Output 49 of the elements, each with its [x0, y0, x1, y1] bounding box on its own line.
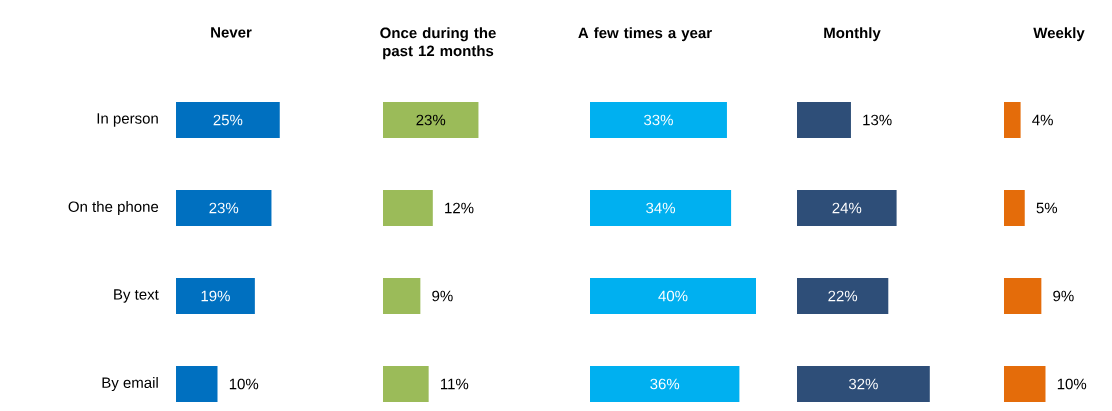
data-label: 5%: [1036, 202, 1058, 214]
chart-title: Monthly: [824, 27, 881, 42]
data-label: 10%: [1057, 378, 1087, 390]
bar: [383, 365, 429, 402]
data-label: 9%: [1053, 290, 1074, 302]
bar: [797, 365, 930, 402]
data-label: 12%: [445, 202, 474, 214]
data-label: 9%: [432, 290, 453, 302]
data-label: 33%: [644, 114, 673, 126]
bar: [176, 365, 218, 402]
bar: [383, 277, 421, 314]
data-label: 23%: [209, 202, 239, 214]
data-label: 10%: [229, 378, 259, 390]
data-label: 32%: [848, 378, 878, 390]
data-label: 23%: [416, 114, 446, 126]
bar: [590, 101, 727, 138]
data-label: 11%: [441, 378, 469, 390]
y-tick-label: By email: [102, 376, 158, 391]
data-label: 19%: [201, 290, 230, 302]
chart-title: A few times a year: [578, 27, 712, 42]
bar: [797, 101, 851, 138]
bar: [590, 365, 740, 402]
data-label: 24%: [832, 202, 862, 214]
data-label: 40%: [658, 290, 688, 302]
bar: [797, 277, 889, 314]
bar: [590, 277, 756, 314]
y-tick-label: On the phone: [68, 201, 159, 215]
data-label: 22%: [828, 290, 858, 302]
y-tick-label: By text: [114, 289, 159, 303]
bar: [383, 189, 433, 226]
bar: [1004, 277, 1042, 314]
bar: [176, 101, 280, 138]
bar: [176, 277, 255, 314]
chart-title: Weekly: [1033, 27, 1085, 42]
bar: [1004, 365, 1046, 402]
data-label: 25%: [213, 114, 243, 126]
bar: [176, 189, 272, 226]
data-label: 13%: [863, 114, 892, 126]
bar: [383, 101, 479, 138]
chart-title: Once during the past 12 months: [380, 27, 496, 60]
bar: [1004, 189, 1025, 226]
chart-title: Never: [211, 27, 252, 38]
y-tick-label: In person: [97, 113, 158, 127]
data-label: 34%: [646, 202, 676, 214]
bar: [1004, 101, 1021, 138]
bar: [797, 189, 897, 226]
data-label: 4%: [1032, 114, 1053, 126]
bar: [590, 189, 732, 226]
data-label: 36%: [650, 378, 680, 390]
